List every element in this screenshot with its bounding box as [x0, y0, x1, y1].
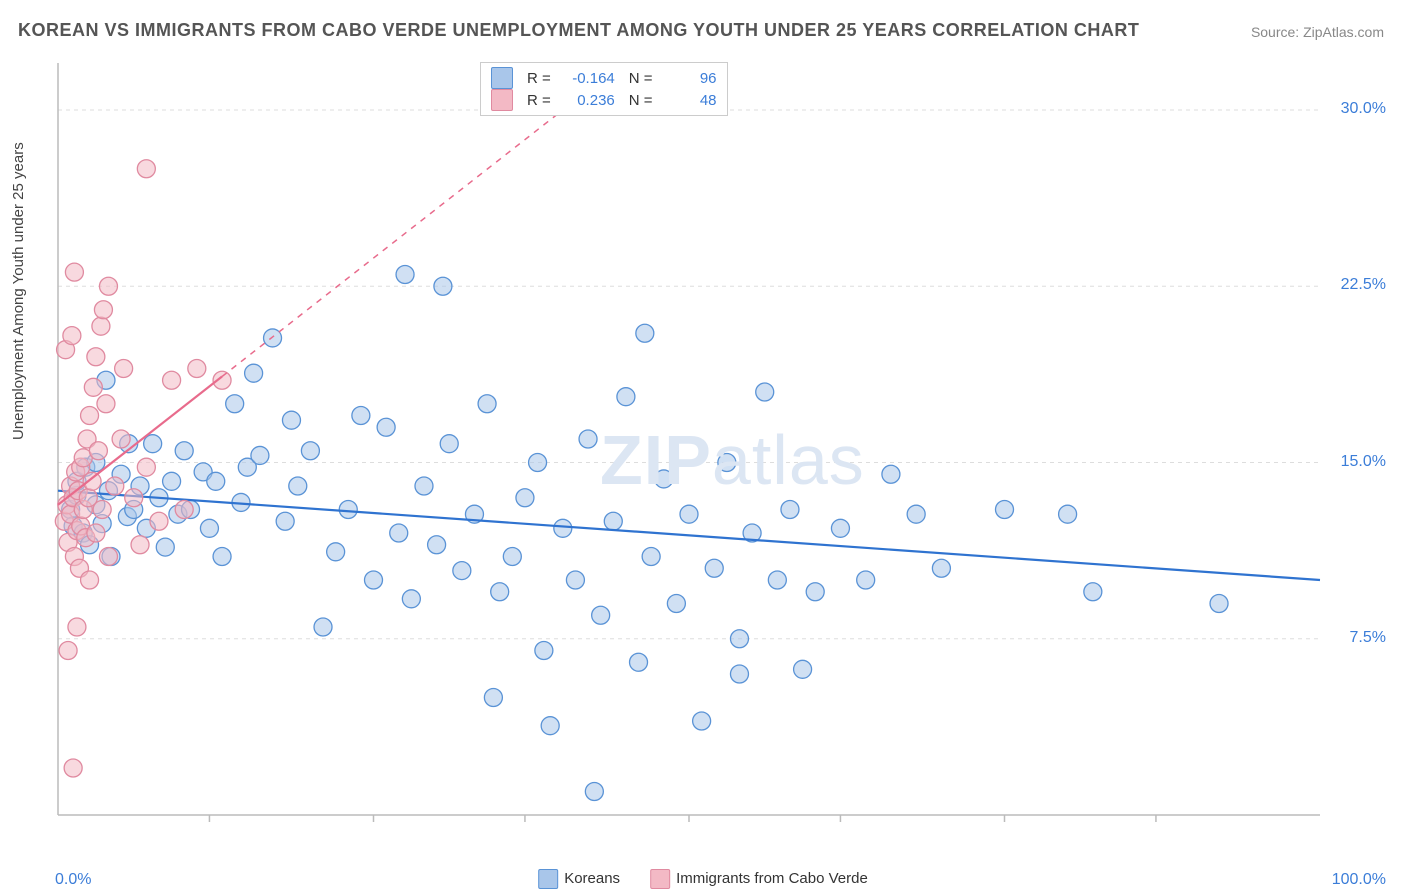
legend-swatch — [538, 869, 558, 889]
x-axis-max-label: 100.0% — [1332, 871, 1386, 889]
stats-r-value: 0.236 — [565, 92, 615, 109]
y-tick-label: 7.5% — [1350, 629, 1386, 647]
x-axis-min-label: 0.0% — [55, 871, 91, 889]
y-axis-label: Unemployment Among Youth under 25 years — [10, 142, 27, 440]
stats-n-value: 96 — [667, 70, 717, 87]
chart-container: KOREAN VS IMMIGRANTS FROM CABO VERDE UNE… — [0, 0, 1406, 892]
stats-r-label: R = — [527, 92, 551, 109]
stats-r-label: R = — [527, 70, 551, 87]
y-tick-label: 30.0% — [1341, 100, 1386, 118]
source-attribution: Source: ZipAtlas.com — [1251, 24, 1384, 40]
stats-row: R = 0.236 N = 48 — [491, 89, 717, 111]
chart-title: KOREAN VS IMMIGRANTS FROM CABO VERDE UNE… — [18, 20, 1139, 41]
scatter-plot — [50, 55, 1390, 845]
legend-item: Koreans — [538, 869, 620, 889]
stats-r-value: -0.164 — [565, 70, 615, 87]
stats-n-label: N = — [629, 92, 653, 109]
legend-item: Immigrants from Cabo Verde — [650, 869, 868, 889]
y-tick-label: 15.0% — [1341, 453, 1386, 471]
y-tick-label: 22.5% — [1341, 276, 1386, 294]
stats-n-value: 48 — [667, 92, 717, 109]
correlation-stats-box: R = -0.164 N = 96 R = 0.236 N = 48 — [480, 62, 728, 116]
stats-row: R = -0.164 N = 96 — [491, 67, 717, 89]
stats-n-label: N = — [629, 70, 653, 87]
stats-swatch — [491, 67, 513, 89]
legend-swatch — [650, 869, 670, 889]
stats-swatch — [491, 89, 513, 111]
series-legend: Koreans Immigrants from Cabo Verde — [538, 869, 868, 889]
